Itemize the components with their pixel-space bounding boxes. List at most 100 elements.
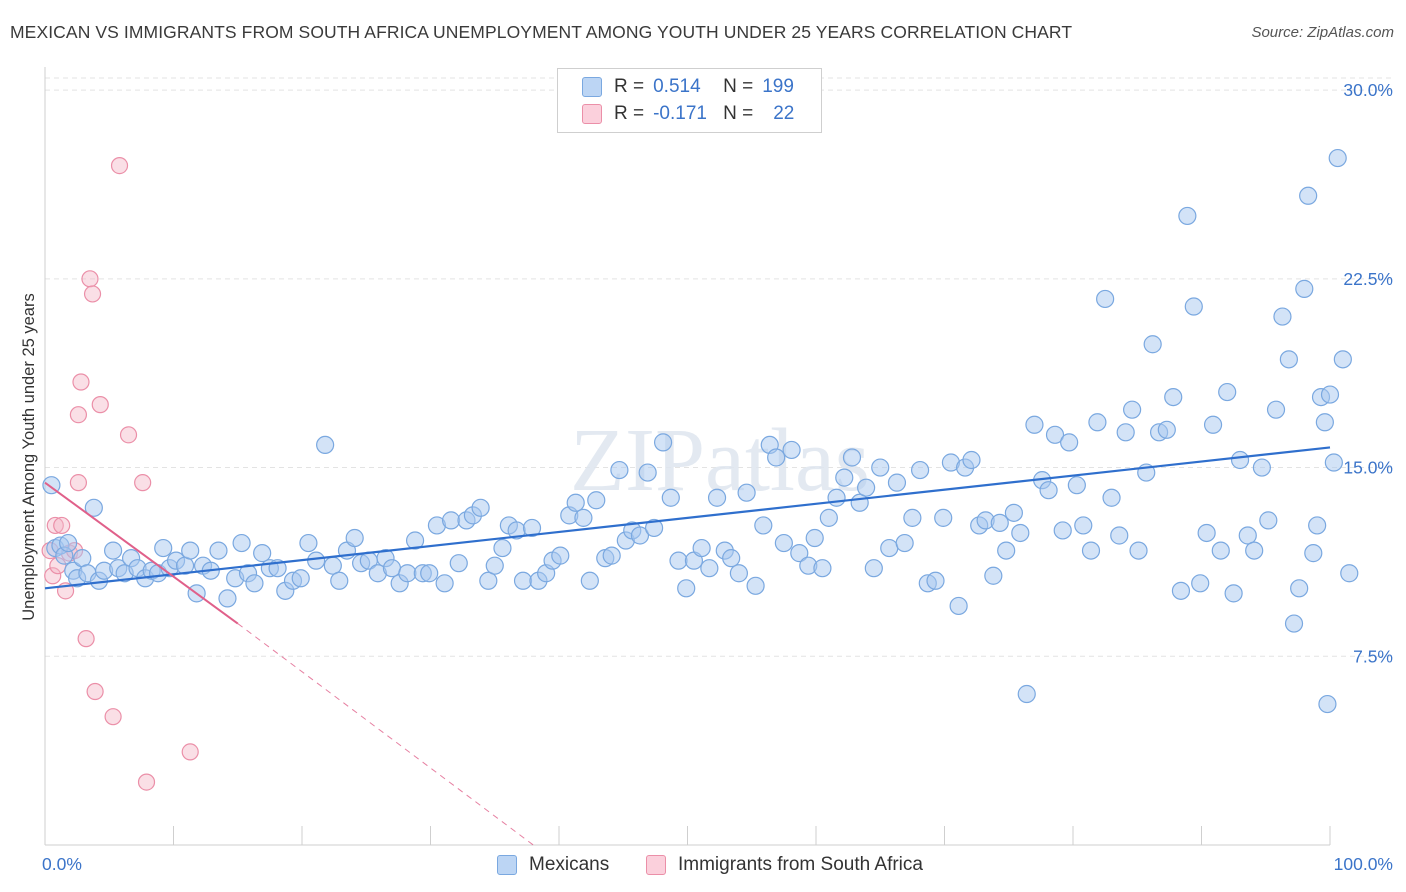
legend-r-label: R = <box>614 103 645 124</box>
mexicans-point <box>307 551 326 570</box>
mexicans-point <box>382 559 402 578</box>
mexicans-point <box>669 551 688 570</box>
mexicans-point <box>1324 453 1343 472</box>
source-label: Source: ZipAtlas.com <box>1251 24 1394 41</box>
mexicans-point <box>1299 186 1318 205</box>
mexicans-point <box>1004 503 1023 522</box>
legend-n-value: 199 <box>762 76 794 97</box>
legend-row-mexicans: R = 0.514 N = 199 <box>582 75 794 99</box>
mexicans-point <box>707 488 727 507</box>
mexicans-point <box>1320 385 1340 404</box>
mexicans-point <box>1017 684 1036 704</box>
mexicans-point <box>630 526 650 545</box>
mexicans-point <box>887 473 907 492</box>
mexicans-point <box>1178 206 1197 226</box>
immigrants-point <box>81 270 99 288</box>
legend-n-label: N = <box>723 103 754 124</box>
mexicans-point <box>449 554 468 573</box>
mexicans-point <box>471 498 490 517</box>
immigrants-trend-extension <box>237 623 534 846</box>
mexicans-swatch <box>582 77 602 97</box>
mexicans-point <box>218 589 237 608</box>
y-axis-label: Unemployment Among Youth under 25 years <box>20 293 38 620</box>
mexicans-point <box>729 564 749 583</box>
mexicans-point <box>1045 425 1065 444</box>
mexicans-point <box>1295 279 1314 298</box>
immigrants-point <box>134 474 152 492</box>
mexicans-point <box>479 571 498 590</box>
mexicans-point <box>513 571 533 590</box>
immigrants-point <box>137 773 156 791</box>
mexicans-point <box>1039 481 1058 500</box>
mexicans-point <box>1197 523 1216 543</box>
x-tick-label: 0.0% <box>42 854 82 874</box>
mexicans-point <box>835 468 854 487</box>
mexicans-point <box>1308 516 1327 535</box>
immigrants-point <box>104 708 122 726</box>
mexicans-point <box>850 493 869 512</box>
immigrants-point <box>181 743 199 761</box>
mexicans-point <box>819 508 838 527</box>
mexicans-point <box>1340 564 1359 583</box>
mexicans-point <box>1102 488 1121 507</box>
mexicans-point <box>1164 387 1183 407</box>
mexicans-point <box>291 569 310 588</box>
mexicans-point <box>1279 350 1298 369</box>
mexicans-point <box>574 508 593 527</box>
mexicans-point <box>692 538 711 558</box>
mexicans-point <box>232 533 251 553</box>
mexicans-point <box>485 556 504 575</box>
mexicans-point <box>895 533 914 553</box>
mexicans-point <box>154 538 173 558</box>
mexicans-point <box>949 596 968 616</box>
mexicans-point <box>1143 335 1162 354</box>
mexicans-point <box>580 571 599 590</box>
mexicans-point <box>1110 526 1129 545</box>
y-tick-label: 15.0% <box>1343 458 1393 478</box>
mexicans-point <box>1224 584 1243 603</box>
trend-lines <box>44 446 1331 846</box>
mexicans-point <box>661 488 680 507</box>
mexicans-point <box>602 546 621 565</box>
mexicans-point <box>910 460 930 480</box>
mexicans-point <box>316 435 335 455</box>
immigrants-point <box>44 567 62 585</box>
bottom-legend-immigrants: Immigrants from South Africa <box>646 852 923 878</box>
mexicans-point <box>1116 423 1135 442</box>
mexicans-point <box>990 513 1009 533</box>
immigrants-legend-swatch <box>646 855 666 875</box>
mexicans-point <box>1290 579 1309 598</box>
mexicans-point <box>1184 297 1203 316</box>
x-tick-label: 100.0% <box>1334 854 1393 874</box>
mexicans-point <box>767 448 786 467</box>
immigrants-point <box>46 516 64 535</box>
mexicans-point <box>746 576 765 595</box>
mexicans-point <box>587 491 606 510</box>
mexicans-point <box>345 528 364 548</box>
mexicans-point <box>1211 541 1230 560</box>
mexicans-point <box>1088 413 1107 432</box>
immigrants-point <box>69 474 88 492</box>
mexicans-point <box>842 448 862 467</box>
mexicans-point <box>1245 541 1264 560</box>
immigrants-legend-label: Immigrants from South Africa <box>678 854 923 875</box>
mexicans-point <box>1171 581 1191 600</box>
mexicans-point <box>209 541 228 560</box>
mexicans-point <box>857 478 876 497</box>
series-mexicans-points <box>42 148 1359 714</box>
mexicans-point <box>1259 511 1278 530</box>
immigrants-point <box>91 396 109 414</box>
mexicans-point <box>1123 400 1142 419</box>
mexicans-point <box>181 541 200 560</box>
mexicans-point <box>737 483 756 502</box>
legend-n-value: 22 <box>773 103 795 124</box>
legend-r-value: 0.514 <box>653 76 701 97</box>
immigrants-point <box>53 516 71 535</box>
mexicans-point <box>1203 415 1223 434</box>
y-tick-label: 22.5% <box>1343 269 1393 289</box>
immigrants-point <box>119 426 138 444</box>
legend-r-value: -0.171 <box>653 103 707 124</box>
mexicans-point <box>73 549 92 568</box>
mexicans-point <box>700 559 719 578</box>
mexicans-legend-label: Mexicans <box>529 854 610 875</box>
